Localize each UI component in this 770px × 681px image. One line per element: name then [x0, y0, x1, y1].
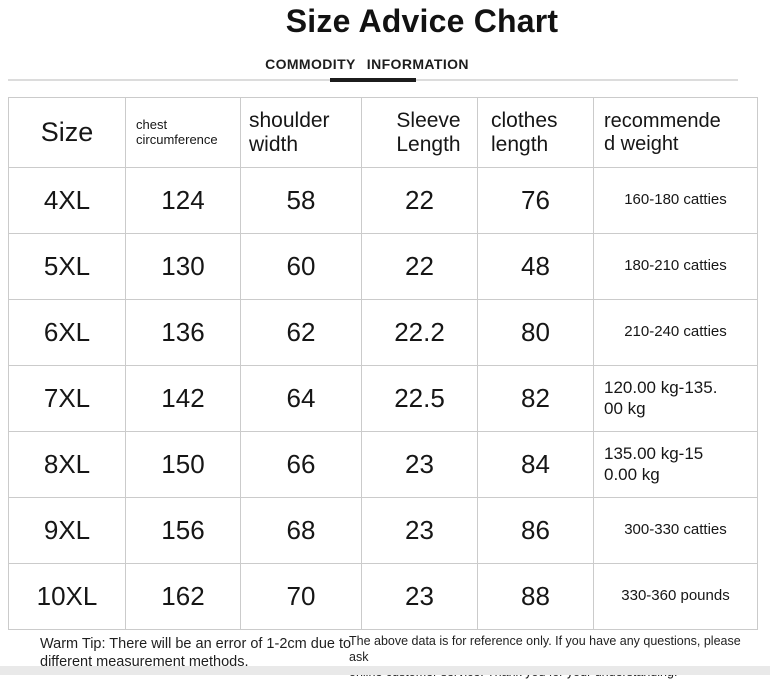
cell-clothes: 86 [477, 497, 594, 564]
cell-sleeve: 22 [361, 167, 478, 234]
cell-clothes: 76 [477, 167, 594, 234]
cell-weight: 180-210 catties [593, 233, 758, 300]
table-row: 10XL 162 70 23 88 330-360 pounds [8, 563, 758, 630]
cell-chest: 156 [125, 497, 241, 564]
header-cell-chest-circumference: chest circumference [125, 97, 241, 168]
cell-shoulder: 62 [240, 299, 362, 366]
divider-accent-bar [330, 78, 416, 82]
cell-size: 7XL [8, 365, 126, 432]
cell-shoulder: 68 [240, 497, 362, 564]
header-cell-sleeve-length: Sleeve Length [361, 97, 478, 168]
table-row: 4XL 124 58 22 76 160-180 catties [8, 167, 758, 234]
cell-sleeve: 22.5 [361, 365, 478, 432]
table-row: 6XL 136 62 22.2 80 210-240 catties [8, 299, 758, 366]
cell-shoulder: 64 [240, 365, 362, 432]
cell-sleeve: 23 [361, 497, 478, 564]
section-subtitle: COMMODITY INFORMATION [265, 56, 469, 72]
cell-sleeve: 23 [361, 563, 478, 630]
cell-shoulder: 60 [240, 233, 362, 300]
cell-size: 6XL [8, 299, 126, 366]
cell-clothes: 48 [477, 233, 594, 300]
warm-tip-note: Warm Tip: There will be an error of 1-2c… [40, 636, 352, 670]
table-row: 9XL 156 68 23 86 300-330 catties [8, 497, 758, 564]
cell-chest: 142 [125, 365, 241, 432]
cell-chest: 150 [125, 431, 241, 498]
cell-size: 4XL [8, 167, 126, 234]
cell-weight: 135.00 kg-15 0.00 kg [593, 431, 758, 498]
cell-size: 10XL [8, 563, 126, 630]
bottom-gray-band [0, 666, 770, 675]
header-cell-recommended-weight: recommende d weight [593, 97, 758, 168]
cell-size: 9XL [8, 497, 126, 564]
header-cell-shoulder-width: shoulder width [240, 97, 362, 168]
cell-clothes: 80 [477, 299, 594, 366]
cell-clothes: 88 [477, 563, 594, 630]
cell-size: 5XL [8, 233, 126, 300]
cell-clothes: 82 [477, 365, 594, 432]
cell-weight: 330-360 pounds [593, 563, 758, 630]
cell-sleeve: 23 [361, 431, 478, 498]
page-title: Size Advice Chart [285, 3, 559, 39]
table-row: 8XL 150 66 23 84 135.00 kg-15 0.00 kg [8, 431, 758, 498]
cell-shoulder: 70 [240, 563, 362, 630]
table-header-row: Size chest circumference shoulder width … [8, 97, 758, 168]
cell-size: 8XL [8, 431, 126, 498]
header-cell-clothes-length: clothes length [477, 97, 594, 168]
cell-clothes: 84 [477, 431, 594, 498]
size-chart-table: Size chest circumference shoulder width … [8, 97, 758, 630]
cell-chest: 162 [125, 563, 241, 630]
table-row: 7XL 142 64 22.5 82 120.00 kg-135. 00 kg [8, 365, 758, 432]
cell-chest: 136 [125, 299, 241, 366]
table-row: 5XL 130 60 22 48 180-210 catties [8, 233, 758, 300]
cell-shoulder: 66 [240, 431, 362, 498]
cell-chest: 124 [125, 167, 241, 234]
cell-weight: 120.00 kg-135. 00 kg [593, 365, 758, 432]
cell-shoulder: 58 [240, 167, 362, 234]
cell-weight: 160-180 catties [593, 167, 758, 234]
cell-sleeve: 22 [361, 233, 478, 300]
cell-weight: 300-330 catties [593, 497, 758, 564]
cell-sleeve: 22.2 [361, 299, 478, 366]
header-cell-size: Size [8, 97, 126, 168]
cell-weight: 210-240 catties [593, 299, 758, 366]
cell-chest: 130 [125, 233, 241, 300]
